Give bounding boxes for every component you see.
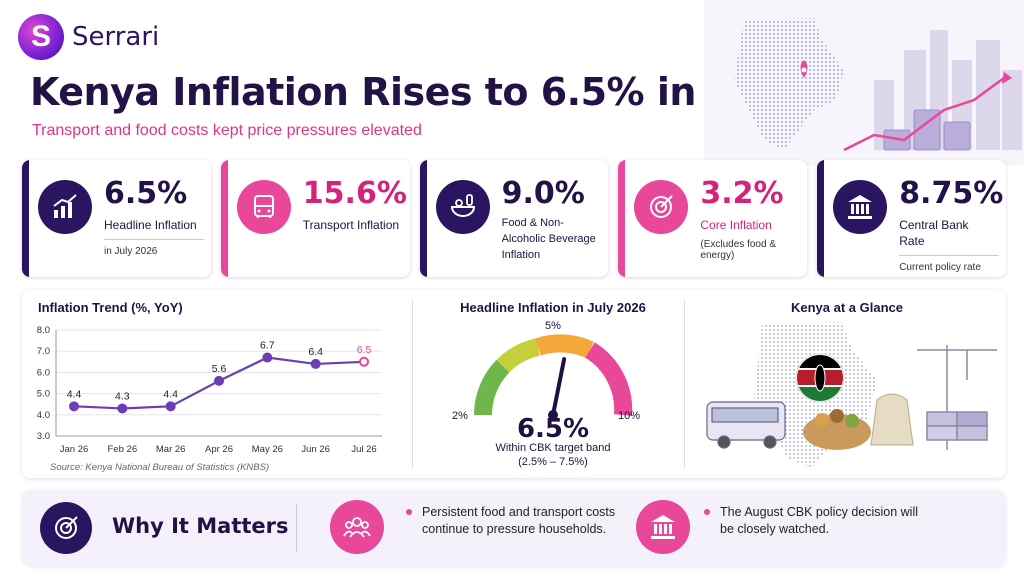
food-bowl-icon (435, 180, 490, 234)
data-point (310, 358, 321, 369)
data-label: 4.3 (115, 390, 130, 402)
stat-label: Headline Inflation (104, 218, 197, 232)
card-accent-bar (22, 160, 29, 277)
data-point (117, 403, 128, 414)
divider (684, 300, 685, 468)
brand-name: Serrari (72, 22, 160, 52)
stat-card-core[interactable]: 3.2% Core Inflation (Excludes food & ene… (618, 160, 808, 277)
y-tick-label: 7.0 (37, 346, 50, 357)
x-tick-label: Feb 26 (108, 444, 138, 455)
stat-card-food[interactable]: 9.0% Food & Non-Alcoholic Beverage Infla… (419, 160, 609, 277)
data-label: 6.4 (308, 346, 323, 358)
stat-card-headline[interactable]: 6.5% Headline Inflation in July 2026 (22, 160, 211, 277)
why-point-2: The August CBK policy decision will be c… (704, 504, 930, 538)
bank-icon (833, 180, 888, 234)
kenya-glance-illustration (706, 322, 997, 468)
stat-card-cbr[interactable]: 8.75% Central Bank Rate Current policy r… (817, 160, 1006, 277)
bus-icon (236, 180, 291, 234)
gauge-mid-label: 5% (545, 320, 561, 332)
stat-label: Central Bank Rate (899, 218, 969, 248)
y-tick-label: 3.0 (37, 431, 50, 442)
bar-chart-up-icon (38, 180, 92, 234)
gauge-band: (2.5% – 7.5%) (518, 456, 588, 468)
card-accent-bar (419, 160, 427, 277)
trend-title: Inflation Trend (%, YoY) (38, 300, 183, 315)
divider (412, 300, 413, 468)
card-accent-bar (220, 160, 228, 277)
x-tick-label: Jan 26 (60, 444, 89, 455)
bus-illustration (706, 401, 786, 449)
data-point (359, 356, 369, 367)
gauge-min-label: 2% (452, 410, 468, 422)
brand-logo[interactable]: S Serrari (18, 14, 159, 60)
header: S Serrari Kenya Inflation Rises to 6.5% … (0, 0, 1024, 165)
kenya-map-skyline-illustration (704, 0, 1024, 165)
stat-cards: 6.5% Headline Inflation in July 2026 15.… (22, 160, 1006, 277)
stat-value: 15.6% (302, 176, 407, 211)
y-tick-label: 5.0 (37, 389, 50, 400)
data-label: 5.6 (212, 363, 227, 375)
x-tick-label: Mar 26 (156, 444, 186, 455)
divider (899, 255, 1000, 256)
y-tick-label: 8.0 (37, 325, 50, 336)
y-tick-label: 4.0 (37, 410, 50, 421)
data-point (262, 352, 273, 363)
x-tick-label: Jul 26 (351, 444, 376, 455)
card-accent-bar (618, 160, 626, 277)
gauge-needle (551, 357, 567, 417)
stat-value: 3.2% (700, 176, 784, 211)
data-label: 6.5 (357, 344, 372, 356)
kenya-flag-icon (795, 353, 845, 403)
data-label: 6.7 (260, 340, 275, 352)
people-icon (330, 500, 384, 554)
gauge-title: Headline Inflation in July 2026 (460, 300, 646, 315)
stat-card-transport[interactable]: 15.6% Transport Inflation (220, 160, 410, 277)
why-point-1: Persistent food and transport costs cont… (406, 504, 622, 538)
page-subtitle: Transport and food costs kept price pres… (32, 122, 422, 139)
why-title: Why It Matters (112, 514, 289, 538)
data-label: 4.4 (163, 388, 178, 400)
data-point (69, 401, 79, 412)
headline-gauge (474, 334, 633, 420)
chart-source: Source: Kenya National Bureau of Statist… (50, 462, 270, 473)
why-it-matters-panel: Why It Matters Persistent food and trans… (22, 490, 1006, 566)
data-label: 4.4 (67, 388, 82, 400)
divider (104, 239, 204, 240)
data-point (165, 401, 176, 412)
stat-value: 9.0% (501, 176, 585, 211)
divider (296, 504, 297, 552)
x-tick-label: Apr 26 (205, 444, 233, 455)
x-tick-label: May 26 (252, 444, 283, 455)
stat-sub: Current policy rate (899, 262, 981, 273)
x-tick-label: Jun 26 (301, 444, 330, 455)
target-icon (634, 180, 689, 234)
stat-label: Core Inflation (700, 218, 772, 232)
stat-label: Transport Inflation (302, 218, 400, 232)
page-title: Kenya Inflation Rises to 6.5% in July (30, 70, 786, 114)
stat-value: 8.75% (899, 176, 1004, 211)
card-accent-bar (817, 160, 825, 277)
y-tick-label: 6.0 (37, 367, 50, 378)
stat-sub: (Excludes food & energy) (700, 239, 776, 261)
gauge-value: 6.5% (516, 414, 590, 444)
inflation-trend-chart: 3.0 4.0 5.0 6.0 7.0 8.0 4.4 Jan 26 4.3 Feb 26 4.4 M… (37, 325, 382, 455)
stat-sub: in July 2026 (104, 246, 158, 257)
gauge-max-label: 10% (618, 410, 641, 422)
target-icon (40, 502, 92, 554)
stat-value: 6.5% (104, 176, 188, 211)
serrari-logo-icon: S (18, 14, 64, 60)
glance-title: Kenya at a Glance (791, 300, 903, 315)
data-point (214, 375, 224, 386)
bank-icon (636, 500, 690, 554)
stat-label: Food & Non-Alcoholic Beverage Inflation (501, 217, 596, 261)
port-crane-illustration (917, 345, 997, 450)
gauge-note: Within CBK target band (495, 442, 611, 454)
middle-panel: Inflation Trend (%, YoY) 3.0 4.0 5.0 6.0 7.0… (22, 290, 1006, 478)
produce-basket-illustration (803, 393, 914, 450)
